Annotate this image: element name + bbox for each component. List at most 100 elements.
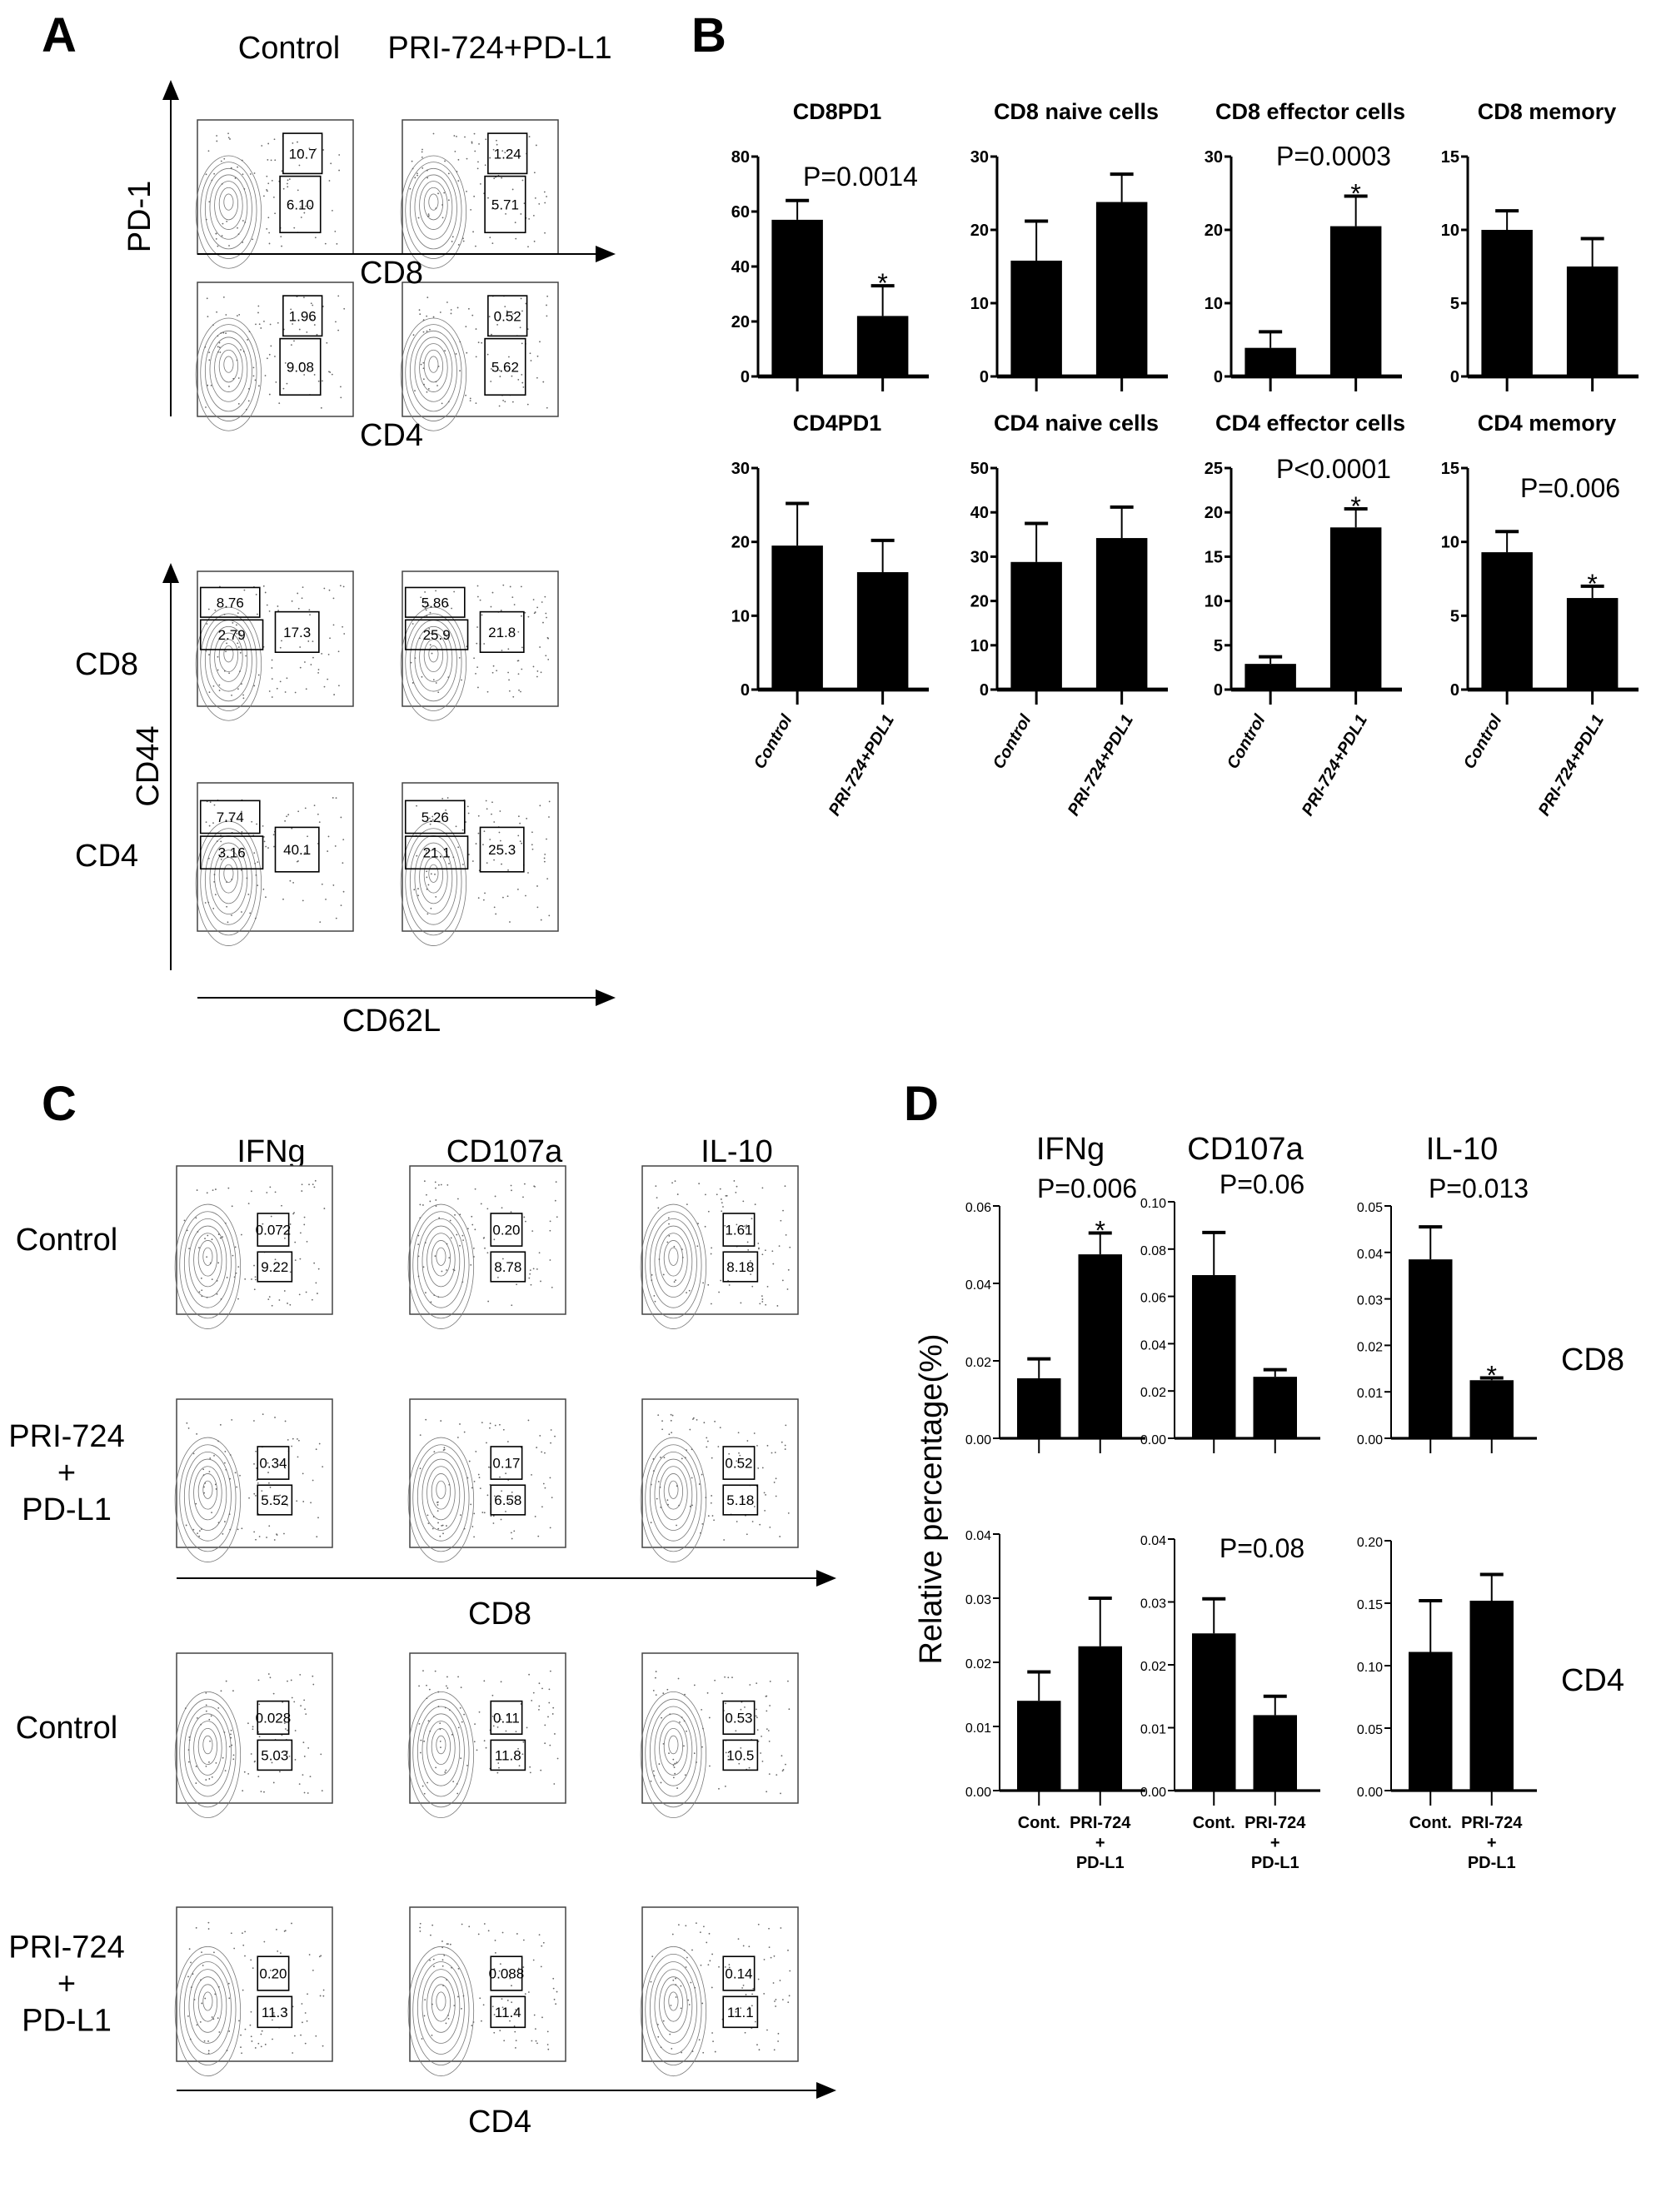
event-dot <box>207 1928 210 1930</box>
event-dot <box>243 1771 246 1773</box>
event-dot <box>461 2007 462 2010</box>
event-dot <box>343 307 346 310</box>
bar-chart <box>993 1205 1145 1453</box>
event-dot <box>543 191 546 193</box>
event-dot <box>254 862 257 864</box>
event-dot <box>556 1990 558 1993</box>
event-dot <box>212 822 214 825</box>
event-dot <box>215 1188 217 1190</box>
event-dot <box>506 895 509 898</box>
event-dot <box>310 664 312 665</box>
event-dot <box>281 1204 282 1207</box>
event-dot <box>448 1483 451 1486</box>
event-dot <box>449 1943 451 1945</box>
bar-chart <box>990 155 1168 391</box>
event-dot <box>316 1536 318 1538</box>
event-dot <box>291 1445 293 1447</box>
event-dot <box>466 1477 469 1479</box>
event-dot <box>248 1497 250 1499</box>
contour-line <box>412 1444 470 1552</box>
event-dot <box>300 206 302 208</box>
event-dot <box>543 857 546 859</box>
event-dot <box>718 1787 720 1790</box>
event-dot <box>698 1483 701 1485</box>
event-dot <box>787 1512 790 1514</box>
event-dot <box>240 349 242 351</box>
event-dot <box>467 307 470 310</box>
gate-value: 0.14 <box>725 1966 752 1982</box>
event-dot <box>502 584 505 586</box>
event-dot <box>210 1715 212 1717</box>
event-dot <box>244 222 247 223</box>
event-dot <box>668 1223 670 1225</box>
event-dot <box>207 384 209 386</box>
event-dot <box>216 1293 218 1295</box>
event-dot <box>195 1502 197 1505</box>
event-dot <box>721 1692 723 1695</box>
event-dot <box>331 373 333 376</box>
event-dot <box>329 637 331 640</box>
event-dot <box>527 872 529 874</box>
event-dot <box>537 1535 540 1537</box>
event-dot <box>445 809 447 811</box>
event-dot <box>700 1532 701 1534</box>
event-dot <box>225 1680 227 1682</box>
event-dot <box>284 1420 287 1422</box>
plot-frame <box>176 1652 333 1804</box>
event-dot <box>650 1483 652 1486</box>
y-tick-label: 20 <box>970 593 989 611</box>
event-dot <box>501 1207 503 1209</box>
event-dot <box>268 690 271 692</box>
event-dot <box>468 1460 471 1462</box>
event-dot <box>781 1755 783 1757</box>
event-dot <box>768 1740 771 1742</box>
event-dot <box>672 1764 675 1766</box>
event-dot <box>267 142 270 145</box>
event-dot <box>459 1514 461 1517</box>
event-dot <box>487 1466 490 1468</box>
gate-box <box>279 337 322 396</box>
event-dot <box>314 237 317 239</box>
event-dot <box>304 2012 307 2014</box>
event-dot <box>721 1210 723 1213</box>
contour-line <box>209 174 248 240</box>
event-dot <box>517 834 520 837</box>
event-dot <box>342 839 345 841</box>
event-dot <box>736 1460 738 1462</box>
event-dot <box>311 207 312 209</box>
event-dot <box>499 2030 501 2032</box>
event-dot <box>496 1771 499 1774</box>
contour-line <box>419 343 448 392</box>
event-dot <box>265 845 267 848</box>
contour-line <box>423 187 444 221</box>
event-dot <box>515 237 517 240</box>
flow-plot <box>195 782 354 946</box>
event-dot <box>521 179 524 182</box>
event-dot <box>788 1995 791 1997</box>
event-dot <box>744 2031 746 2034</box>
contour-line <box>400 155 467 269</box>
event-dot <box>542 381 545 383</box>
event-dot <box>543 860 546 863</box>
event-dot <box>761 1298 764 1300</box>
event-dot <box>227 137 230 139</box>
event-dot <box>524 1993 526 1995</box>
event-dot <box>281 1462 282 1464</box>
event-dot <box>516 1933 518 1935</box>
chart-title: CD4 memory <box>1478 411 1617 436</box>
event-dot <box>188 1948 191 1950</box>
event-dot <box>292 2052 294 2054</box>
event-dot <box>303 374 306 376</box>
contour-line <box>436 1735 446 1755</box>
event-dot <box>302 2021 303 2024</box>
event-dot <box>515 2040 517 2041</box>
event-dot <box>671 2047 673 2050</box>
event-dot <box>338 154 341 156</box>
event-dot <box>778 1245 781 1248</box>
bar <box>1078 1254 1122 1438</box>
event-dot <box>429 1730 431 1732</box>
event-dot <box>257 305 260 307</box>
event-dot <box>656 1197 658 1199</box>
gate-box <box>257 1484 293 1516</box>
event-dot <box>221 235 223 237</box>
